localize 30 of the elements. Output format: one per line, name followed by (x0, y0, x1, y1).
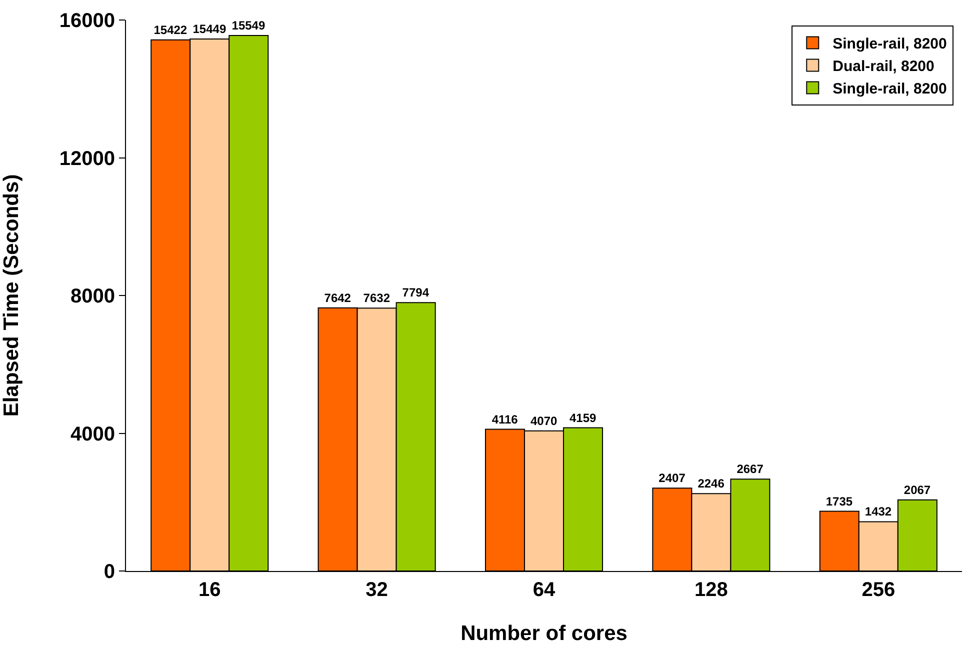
y-tick-label: 16000 (59, 10, 115, 32)
x-tick-label: 128 (694, 579, 728, 601)
y-tick-label: 4000 (70, 423, 115, 446)
data-label: 7794 (402, 286, 430, 300)
data-label: 2067 (904, 482, 931, 497)
data-label: 15422 (154, 22, 188, 37)
x-tick-label: 64 (532, 579, 556, 601)
data-label: 15449 (192, 22, 226, 36)
x-tick-label: 16 (198, 579, 221, 601)
x-tick-label: 32 (366, 579, 388, 601)
y-axis-title: Elapsed Time (Seconds) (0, 174, 23, 417)
legend-label: Single-rail, 8200 (832, 36, 947, 53)
y-tick-label: 0 (104, 561, 115, 583)
data-label: 4116 (492, 412, 518, 426)
x-tick-label: 256 (862, 579, 896, 601)
data-label: 4070 (530, 414, 558, 428)
data-label: 7642 (324, 290, 352, 305)
x-axis-title: Number of cores (460, 622, 628, 646)
y-tick-label: 12000 (59, 148, 115, 170)
data-label: 15549 (232, 18, 266, 33)
legend-label: Single-rail, 8200 (832, 80, 947, 98)
data-label: 4159 (570, 410, 597, 425)
data-label: 1735 (826, 494, 853, 508)
data-label: 7632 (363, 291, 390, 306)
data-label: 1432 (864, 504, 892, 519)
data-label: 2246 (698, 476, 725, 491)
data-label: 2667 (736, 462, 764, 476)
y-tick-label: 8000 (70, 286, 115, 308)
data-label: 2407 (658, 471, 686, 486)
legend-label: Dual-rail, 8200 (832, 58, 934, 76)
